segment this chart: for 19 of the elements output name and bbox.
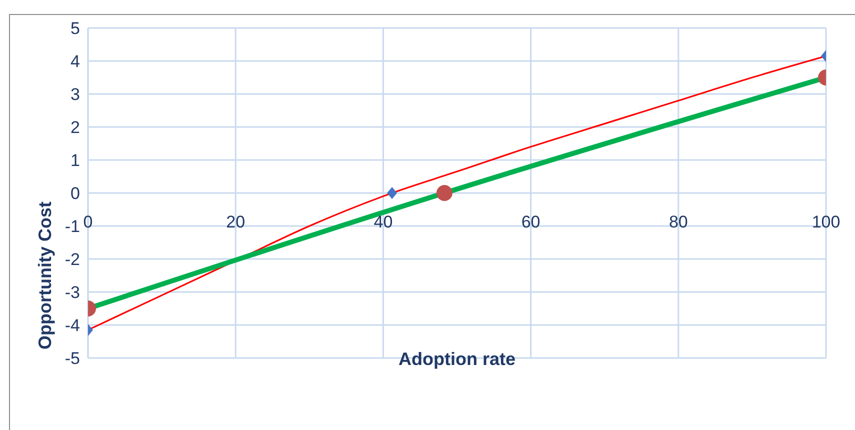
y-tick-label: 1 (70, 151, 80, 170)
y-axis-title: Opportunity Cost (34, 202, 55, 350)
x-tick-label: 80 (668, 212, 688, 232)
y-tick-label: 0 (70, 184, 80, 204)
y-tick-label: -1 (64, 217, 80, 236)
y-tick-label: -4 (64, 316, 80, 336)
y-tick-label: 4 (70, 52, 80, 72)
y-tick-label: 3 (70, 85, 80, 104)
y-tick-label: -5 (64, 349, 80, 368)
x-tick-label: 100 (812, 212, 840, 232)
x-axis-title: Adoption rate (398, 348, 516, 369)
y-tick-label: 2 (70, 118, 80, 138)
y-tick-label: -2 (64, 250, 80, 270)
y-tick-label: 5 (70, 19, 80, 38)
x-tick-label: 60 (521, 212, 540, 232)
x-tick-label: 40 (374, 212, 393, 232)
x-tick-label: 20 (226, 212, 246, 232)
x-tick-label: 0 (83, 212, 93, 232)
y-tick-label: -3 (64, 283, 80, 302)
